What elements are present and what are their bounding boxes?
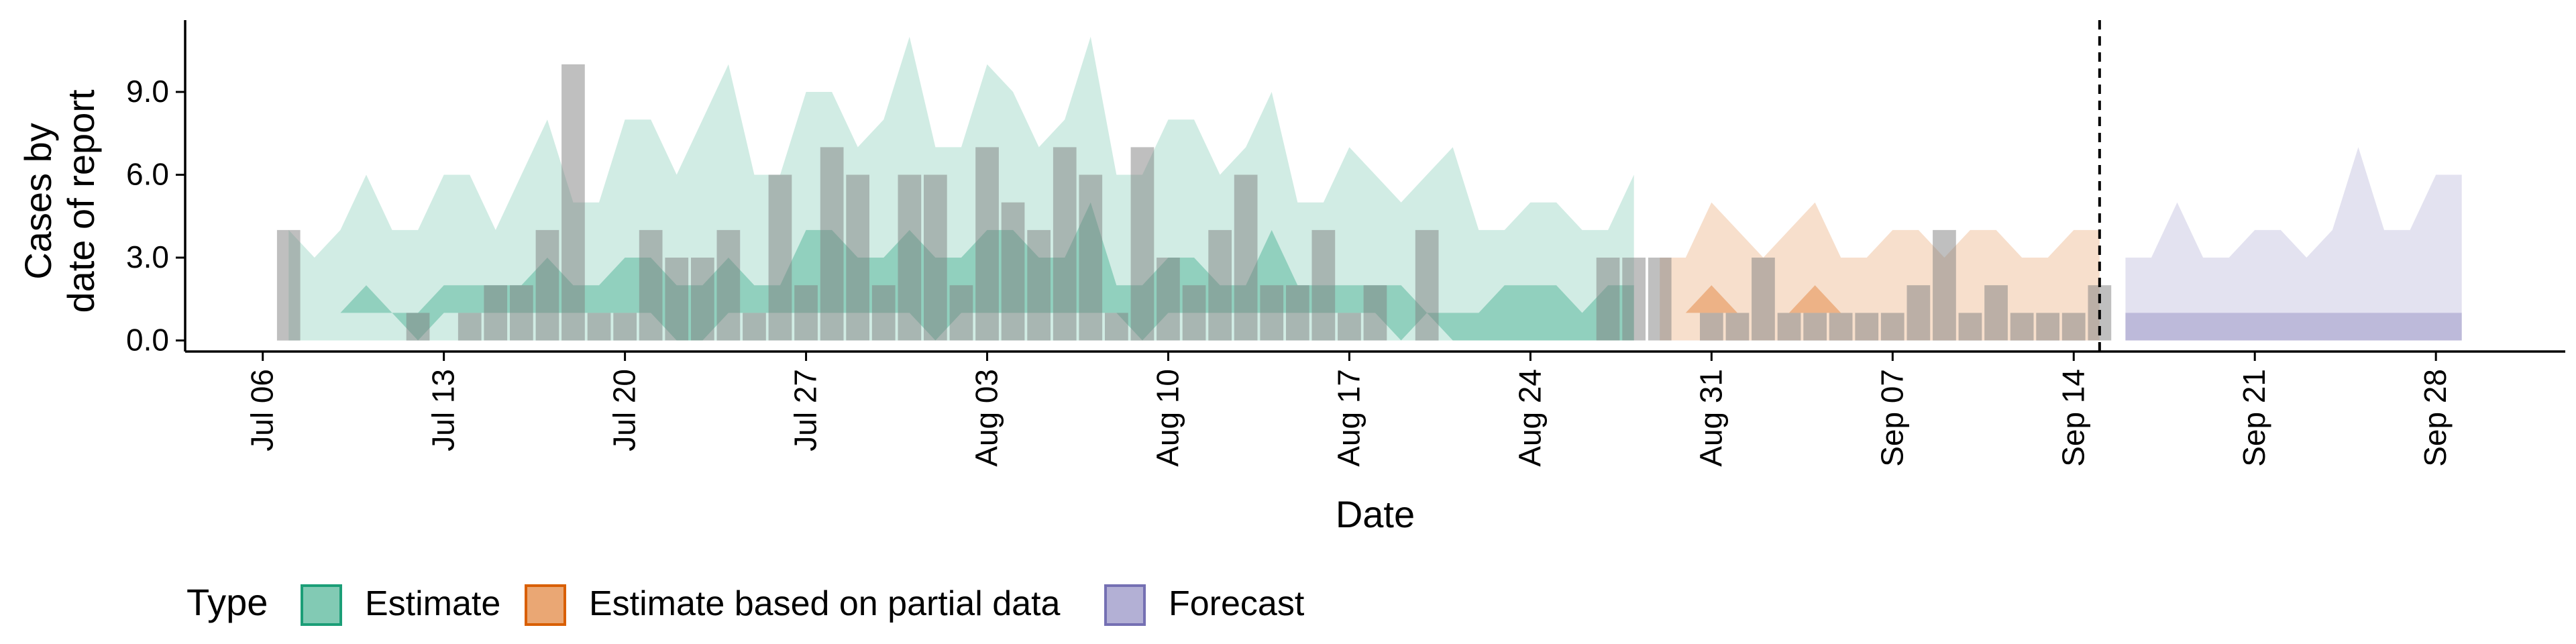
x-tick-label: Aug 24 <box>1512 369 1547 467</box>
x-tick-label: Aug 03 <box>969 369 1004 467</box>
band-90-estimate <box>288 36 1634 341</box>
reported-cases-bar <box>1829 313 1853 341</box>
y-axis-title-line-1: Cases by <box>17 123 59 279</box>
reported-cases-bar <box>1079 174 1103 341</box>
reported-cases-bar <box>949 285 973 341</box>
band-90-forecast <box>2125 147 2462 341</box>
x-tick-label: Jul 13 <box>426 369 461 451</box>
legend-swatch-estimate-based-on-partial-data <box>525 584 566 626</box>
x-tick-label: Sep 14 <box>2055 369 2090 467</box>
reported-cases-bar <box>1311 229 1336 341</box>
reported-cases-bar <box>846 174 869 341</box>
reported-cases-bar <box>484 285 508 341</box>
x-tick-label: Jul 27 <box>788 369 823 451</box>
reported-cases-bar <box>1752 258 1775 341</box>
reported-cases-bar <box>639 229 663 341</box>
legend-swatch-forecast <box>1104 584 1146 626</box>
reported-cases-bar <box>1130 147 1155 341</box>
x-tick-label: Sep 21 <box>2237 369 2271 467</box>
reported-cases-bar <box>768 174 792 341</box>
reported-cases-bar <box>2061 313 2086 341</box>
reported-cases-bar <box>535 229 559 341</box>
legend-label-forecast: Forecast <box>1169 584 1305 623</box>
legend-swatch-estimate <box>301 584 342 626</box>
reported-cases-bar <box>1725 313 1750 341</box>
x-tick-label: Jul 06 <box>245 369 280 451</box>
reported-cases-bar <box>1855 313 1879 341</box>
reported-cases-bar <box>1596 258 1620 341</box>
x-tick-label: Aug 31 <box>1693 369 1728 467</box>
legend: Type Estimate Estimate based on partial d… <box>186 581 1305 626</box>
reported-cases-bar <box>1338 313 1361 341</box>
reported-cases-bar <box>1700 313 1723 341</box>
reported-cases-bar <box>716 229 741 341</box>
legend-title: Type <box>186 581 268 623</box>
reported-cases-bar <box>1027 229 1051 341</box>
x-tick-label: Sep 28 <box>2418 369 2453 467</box>
reported-cases-bar <box>1777 313 1801 341</box>
reported-cases-bar <box>1001 202 1025 341</box>
y-axis-title-line-2: date of report <box>60 89 102 313</box>
reported-cases-bar <box>871 285 896 341</box>
band-50-estimate-based-on-partial-data <box>1660 285 2100 313</box>
reported-cases-bar <box>1053 147 1077 341</box>
reported-cases-bar <box>924 174 947 341</box>
reported-cases-bar <box>820 147 844 341</box>
reported-cases-bar <box>1208 229 1232 341</box>
reported-cases-bar <box>613 313 637 341</box>
y-tick-label: 0.0 <box>126 323 169 358</box>
reported-cases-bar <box>1933 229 1956 341</box>
reported-cases-bar <box>1622 258 1646 341</box>
reported-cases-bar <box>561 64 585 341</box>
reported-cases-bar <box>2010 313 2034 341</box>
reported-cases-bars <box>276 64 2112 341</box>
reported-cases-bar <box>691 258 714 341</box>
reported-cases-bar <box>406 313 430 341</box>
reported-cases-bar <box>458 313 482 341</box>
x-ticks: Jul 06 Jul 13 Jul 20 Jul 27 Aug 03 Aug 10 Aug … <box>245 352 2453 467</box>
reported-cases-bar <box>898 174 922 341</box>
reported-cases-bar <box>1984 285 2008 341</box>
band-50-forecast <box>2125 313 2462 341</box>
y-tick-label: 6.0 <box>126 157 169 192</box>
reported-cases-bar <box>1648 258 1672 341</box>
reported-cases-bar <box>1260 285 1284 341</box>
reported-cases-bar <box>1182 285 1206 341</box>
legend-label-estimate: Estimate <box>365 584 500 623</box>
reported-cases-bar <box>510 285 533 341</box>
reported-cases-bar <box>1363 285 1387 341</box>
reported-cases-bar <box>1958 313 1982 341</box>
x-axis-title: Date <box>1336 493 1415 535</box>
reported-cases-bar <box>1105 313 1128 341</box>
reported-cases-bar <box>587 313 611 341</box>
reported-cases-bar <box>1234 174 1258 341</box>
reported-cases-bar <box>975 147 999 341</box>
reported-cases-bar <box>794 285 818 341</box>
x-tick-label: Aug 17 <box>1331 369 1366 467</box>
reported-cases-bar <box>2036 313 2059 341</box>
reported-cases-bar <box>1415 229 1439 341</box>
reported-cases-bar <box>743 313 766 341</box>
y-tick-label: 9.0 <box>126 74 169 109</box>
reported-cases-bar <box>1286 285 1309 341</box>
reported-cases-bar <box>276 229 301 341</box>
y-ticks: 0.0 3.0 6.0 9.0 <box>126 74 185 358</box>
reported-cases-bar <box>1803 313 1827 341</box>
legend-label-estimate-based-on-partial-data: Estimate based on partial data <box>589 584 1061 623</box>
x-tick-label: Aug 10 <box>1150 369 1185 467</box>
reported-cases-bar <box>1157 258 1180 341</box>
x-tick-label: Sep 07 <box>1874 369 1909 467</box>
axes <box>184 20 2565 353</box>
x-tick-label: Jul 20 <box>607 369 642 451</box>
reported-cases-bar <box>1907 285 1931 341</box>
reported-cases-bar <box>665 258 689 341</box>
reported-cases-bar <box>1880 313 1904 341</box>
y-tick-label: 3.0 <box>126 239 169 274</box>
